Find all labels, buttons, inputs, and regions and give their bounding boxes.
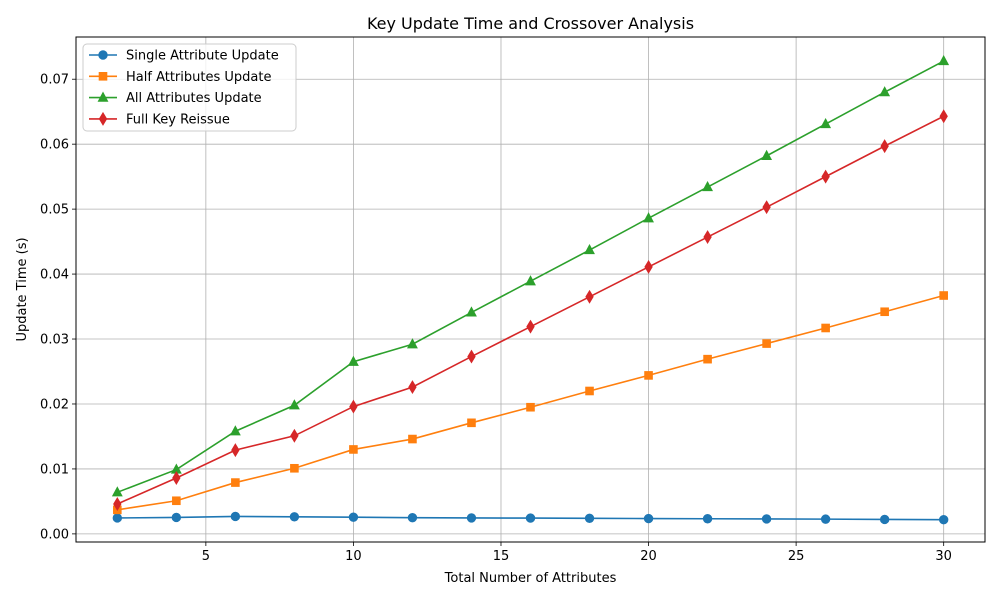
x-tick-label: 15: [493, 549, 510, 564]
data-point: [585, 289, 594, 304]
data-point: [880, 307, 889, 317]
data-point: [230, 511, 241, 522]
data-point: [761, 149, 773, 160]
legend-marker: [98, 72, 108, 81]
data-point: [290, 428, 299, 443]
data-point: [879, 514, 890, 525]
data-point: [349, 445, 358, 454]
data-point: [762, 339, 771, 348]
data-point: [290, 463, 299, 473]
series-layer: [111, 54, 950, 525]
data-point: [526, 319, 535, 334]
y-tick-label: 0.06: [40, 138, 69, 153]
data-point: [702, 514, 713, 524]
data-point: [761, 514, 772, 524]
data-point: [467, 349, 476, 364]
data-point: [820, 514, 831, 524]
data-point: [762, 200, 771, 215]
data-point: [111, 486, 123, 497]
data-point: [644, 259, 653, 274]
data-point: [408, 434, 417, 444]
data-point: [466, 306, 477, 317]
data-point: [231, 478, 240, 487]
data-point: [407, 512, 418, 523]
data-point: [229, 425, 241, 436]
x-tick-label: 25: [788, 549, 805, 564]
data-point: [288, 399, 300, 410]
data-point: [703, 230, 712, 245]
plot-frame: [75, 36, 986, 543]
data-point: [467, 418, 476, 428]
data-point: [525, 275, 536, 286]
grid-lines: [76, 37, 985, 542]
data-point: [821, 169, 830, 184]
data-point: [702, 180, 714, 192]
data-point: [880, 139, 889, 154]
y-tick-label: 0.00: [40, 527, 69, 542]
data-point: [938, 515, 949, 525]
data-point: [584, 243, 595, 255]
data-point: [231, 443, 240, 458]
data-point: [113, 497, 122, 511]
data-point: [938, 54, 950, 66]
legend-item: Full Key Reissue: [89, 111, 230, 127]
y-tick-label: 0.04: [40, 268, 69, 283]
legend-label: Full Key Reissue: [126, 112, 230, 127]
x-tick-label: 5: [202, 549, 210, 564]
legend-marker: [97, 91, 109, 102]
data-point: [466, 513, 477, 523]
series-all-attributes-update: [111, 54, 950, 497]
data-point: [172, 471, 181, 485]
y-tick-label: 0.05: [40, 203, 69, 218]
series-full-key-reissue: [113, 109, 948, 511]
data-point: [939, 291, 948, 300]
y-tick-label: 0.07: [40, 73, 69, 88]
y-axis-label: Update Time (s): [15, 237, 30, 341]
legend-item: All Attributes Update: [89, 91, 262, 106]
data-point: [820, 117, 832, 129]
legend-item: Half Attributes Update: [89, 70, 271, 85]
x-tick-label: 30: [935, 549, 952, 564]
y-tick-label: 0.01: [40, 462, 69, 477]
y-axis: 0.00 0.01 0.02 0.03 0.04 0.05 0.06 0.07: [40, 73, 76, 542]
data-point: [112, 513, 123, 523]
data-point: [584, 513, 595, 523]
data-point: [821, 323, 830, 333]
data-point: [643, 513, 654, 524]
data-point: [347, 355, 359, 366]
legend-label: Half Attributes Update: [126, 70, 271, 85]
series-single-attribute-update: [112, 511, 949, 525]
y-tick-label: 0.03: [40, 333, 69, 348]
legend: Single Attribute Update Half Attributes U…: [82, 43, 297, 132]
x-tick-label: 20: [640, 549, 657, 564]
legend-marker: [98, 111, 108, 126]
x-tick-label: 10: [345, 549, 362, 564]
chart-title: Key Update Time and Crossover Analysis: [367, 14, 694, 33]
legend-marker: [98, 50, 108, 60]
data-point: [525, 513, 536, 523]
x-axis-label: Total Number of Attributes: [444, 571, 617, 586]
data-point: [407, 338, 418, 349]
data-point: [643, 212, 654, 223]
data-point: [349, 399, 358, 414]
data-point: [526, 402, 535, 412]
data-point: [644, 371, 653, 380]
data-point: [703, 354, 712, 364]
data-point: [879, 86, 891, 97]
legend-label: All Attributes Update: [126, 91, 262, 106]
x-axis: 5 10 15 20 25 30: [202, 542, 952, 564]
legend-item: Single Attribute Update: [89, 49, 279, 64]
legend-label: Single Attribute Update: [126, 49, 279, 64]
data-point: [171, 512, 182, 523]
data-point: [585, 386, 594, 396]
data-point: [408, 380, 417, 395]
data-point: [348, 512, 359, 522]
data-point: [939, 109, 948, 124]
y-tick-label: 0.02: [40, 397, 69, 412]
data-point: [172, 496, 181, 506]
legend-box: [82, 43, 297, 132]
data-point: [289, 512, 300, 522]
